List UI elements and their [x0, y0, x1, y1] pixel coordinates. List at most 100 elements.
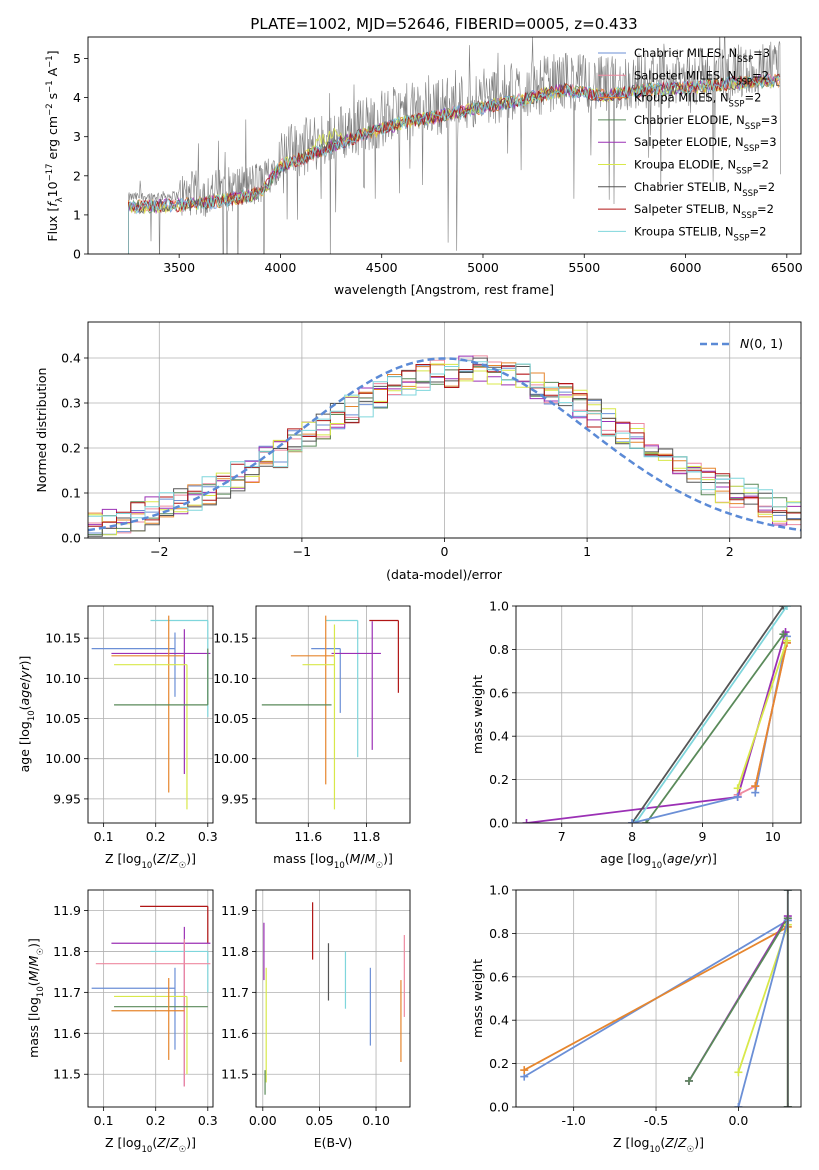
- weight-vs-age-plot-area: [522, 606, 791, 823]
- age-vs-z-ytick-label: 9.95: [53, 791, 81, 806]
- mass-vs-z-ytick-label: 11.6: [53, 1026, 81, 1041]
- spectrum-ylabel: Flux [fλ10−17 erg cm−2 s−1 A−1]: [45, 50, 65, 241]
- model-spectrum: [128, 73, 781, 254]
- weight-line: [736, 640, 788, 789]
- mass-vs-z-xtick-label: 0.2: [146, 1113, 166, 1128]
- ylabel-text: mass [log10(M/M☉)]: [26, 938, 46, 1058]
- residual-chart-ytick-label: 0.0: [61, 531, 81, 546]
- age-vs-z-xtick-label: 0.2: [146, 829, 166, 844]
- spectrum-chart-ytick-label: 1: [73, 207, 81, 222]
- ylabel-text: age [log10(age/yr)]: [17, 656, 37, 773]
- weight-vs-z-ylabel: mass weight: [470, 959, 485, 1038]
- age-vs-z: 0.1 0.2 0.3 9.95 10.00 10.05 10.10 10.15 Z [log1…: [17, 605, 218, 871]
- gaussian-curve: [88, 357, 801, 532]
- age-vs-z-ytick-label: 10.15: [45, 631, 81, 646]
- mass-vs-ebv: 0.00 0.05 0.10 11.5 11.6 11.7 11.8 11.9 E(B-V): [221, 889, 411, 1150]
- residual-chart-xtick-label: 0: [441, 544, 449, 559]
- mass-vs-ebv-grid: [256, 890, 410, 1107]
- legend-label: Chabrier ELODIE, NSSP=3: [634, 113, 778, 132]
- weight-vs-age-frame: [515, 605, 802, 824]
- weight-vs-age-ytick-label: 0.6: [489, 685, 509, 700]
- weight-vs-age-xtick-label: 9: [699, 829, 707, 844]
- age-vs-mass-xlabel: mass [log10(M/M☉)]: [273, 851, 393, 871]
- mass-vs-ebv-ytick-label: 11.6: [221, 1026, 249, 1041]
- mass-vs-z-ytick-label: 11.9: [53, 903, 81, 918]
- residual-xlabel: (data-model)/error: [386, 567, 503, 582]
- residual-chart-xtick-label: 1: [583, 544, 591, 559]
- weight-vs-z-frame: [515, 889, 802, 1108]
- spectrum-chart-xtick-label: 5500: [568, 260, 600, 275]
- age-vs-mass: 11.6 11.8 9.95 10.00 10.05 10.10 10.15 mass [lo…: [213, 605, 411, 871]
- age-vs-mass-grid: [256, 606, 410, 823]
- weight-vs-age: 7 8 9 10 0.0 0.2 0.4 0.6 0.8 1.0 age [log10(age/yr…: [470, 599, 802, 871]
- age-vs-z-xtick-label: 0.3: [198, 829, 218, 844]
- weight-vs-z-xlabel: Z [log10(Z/Z☉)]: [613, 1135, 704, 1155]
- weight-line: [523, 926, 789, 1071]
- legend-label: Salpeter MILES, NSSP=2: [634, 68, 769, 87]
- spectrum-chart-frame: [87, 36, 802, 255]
- residual-legend: N(0, 1): [700, 336, 783, 351]
- weight-line: [631, 606, 785, 823]
- residual-chart: −2 −1 0 1 2 0.0 0.1 0.2 0.3 0.4 N(0, 1) (data-model…: [34, 321, 802, 582]
- mass-vs-z-frame: [87, 889, 214, 1108]
- legend-label: Salpeter ELODIE, NSSP=3: [634, 135, 777, 154]
- weight-vs-age-xtick-label: 7: [558, 829, 566, 844]
- legend-label: N(0, 1): [740, 336, 783, 351]
- mass-vs-ebv-ytick-label: 11.9: [221, 903, 249, 918]
- weight-vs-age-ytick-label: 0.4: [489, 729, 509, 744]
- spectrum-chart-plot-area: [128, 37, 781, 254]
- weight-vs-z-xtick-label: -1.0: [561, 1113, 585, 1128]
- data-spectrum: [128, 37, 781, 254]
- spectrum-chart-xtick-label: 3500: [163, 260, 195, 275]
- mass-vs-ebv-ytick-label: 11.5: [221, 1067, 249, 1082]
- spectrum-xlabel: wavelength [Angstrom, rest frame]: [334, 282, 554, 297]
- spectrum-chart-xtick-label: 6500: [771, 260, 803, 275]
- weight-vs-age-ytick-label: 0.8: [489, 642, 509, 657]
- spectrum-chart: 3500 4000 4500 5000 5500 6000 6500 0 1 2 3 4 5 Chabri…: [45, 36, 803, 297]
- mass-vs-z-xtick-label: 0.3: [198, 1113, 218, 1128]
- weight-vs-age-grid: [516, 605, 801, 824]
- mass-vs-ebv-xtick-label: 0.10: [362, 1113, 390, 1128]
- spectrum-chart-ytick-label: 4: [73, 90, 81, 105]
- spectrum-title: PLATE=1002, MJD=52646, FIBERID=0005, z=0…: [250, 15, 637, 33]
- residual-chart-xtick-label: −2: [150, 544, 168, 559]
- spectrum-chart-ytick-label: 5: [73, 51, 81, 66]
- mass-vs-z-ytick-label: 11.7: [53, 985, 81, 1000]
- model-spectrum: [128, 73, 781, 254]
- legend-label: Chabrier STELIB, NSSP=2: [634, 180, 775, 199]
- mass-vs-ebv-plot-area: [263, 902, 405, 1095]
- mass-vs-z-xlabel: Z [log10(Z/Z☉)]: [105, 1135, 196, 1155]
- weight-vs-z-ytick-label: 0.6: [489, 969, 509, 984]
- spectrum-chart-xtick-label: 6000: [670, 260, 702, 275]
- residual-histogram: [88, 363, 801, 536]
- legend-label: Chabrier MILES, NSSP=3: [634, 46, 770, 65]
- weight-vs-z-ytick-label: 1.0: [489, 883, 509, 898]
- weight-vs-z-plot-area: [520, 890, 792, 1107]
- residual-chart-frame: [87, 321, 802, 539]
- legend-label: Kroupa ELODIE, NSSP=2: [634, 158, 769, 177]
- weight-vs-age-ytick-label: 1.0: [489, 599, 509, 614]
- mass-vs-z-ylabel: mass [log10(M/M☉)]: [26, 938, 46, 1058]
- age-vs-z-frame: [87, 605, 214, 824]
- ylabel-text: Flux [fλ10−17 erg cm−2 s−1 A−1]: [45, 50, 65, 241]
- residual-chart-xtick-label: 2: [726, 544, 734, 559]
- residual-chart-ytick-label: 0.2: [61, 441, 81, 456]
- weight-vs-z-ytick-label: 0.2: [489, 1056, 509, 1071]
- weight-line: [754, 642, 788, 787]
- legend-label: Salpeter STELIB, NSSP=2: [634, 202, 774, 221]
- spectrum-chart-ytick-label: 2: [73, 168, 81, 183]
- weight-vs-z-xtick-label: -0.5: [644, 1113, 668, 1128]
- spectrum-chart-xtick-label: 4000: [265, 260, 297, 275]
- age-vs-z-ylabel: age [log10(age/yr)]: [17, 656, 37, 773]
- mass-vs-z-ytick-label: 11.5: [53, 1067, 81, 1082]
- age-vs-mass-ytick-label: 10.15: [213, 631, 249, 646]
- age-vs-z-ytick-label: 10.05: [45, 711, 81, 726]
- legend-label: Kroupa STELIB, NSSP=2: [634, 224, 766, 243]
- weight-line: [645, 633, 785, 823]
- age-vs-mass-ytick-label: 10.10: [213, 671, 249, 686]
- residual-chart-xtick-label: −1: [293, 544, 311, 559]
- mass-vs-ebv-ytick-label: 11.7: [221, 985, 249, 1000]
- weight-vs-age-ytick-label: 0.0: [489, 816, 509, 831]
- residual-chart-ytick-label: 0.4: [61, 351, 81, 366]
